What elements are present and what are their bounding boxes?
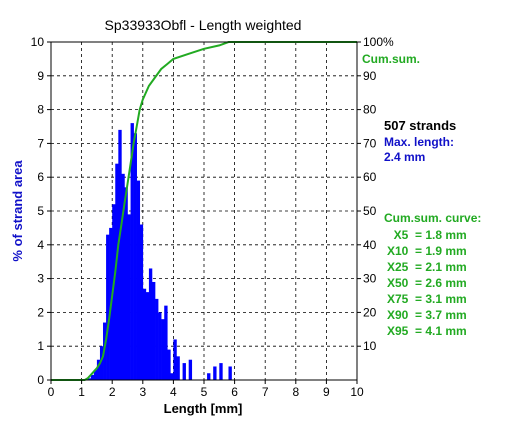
y-tick-label: 5 bbox=[37, 204, 44, 218]
histogram-bar bbox=[145, 292, 150, 380]
histogram-bar bbox=[228, 366, 232, 380]
histogram-bar bbox=[96, 359, 101, 380]
histogram-bar bbox=[118, 129, 122, 380]
y2-tick-label: 80 bbox=[363, 103, 377, 117]
histogram-bar bbox=[130, 123, 134, 381]
x-tick-label: 5 bbox=[201, 385, 208, 399]
histogram-bar bbox=[121, 173, 125, 380]
histogram-bar bbox=[87, 378, 92, 380]
y-tick-label: 10 bbox=[31, 35, 45, 49]
histogram-bar bbox=[207, 373, 211, 380]
curve-stat-x75: X75 = 3.1 mm bbox=[387, 292, 467, 306]
y-tick-label: 9 bbox=[37, 69, 44, 83]
y-tick-label: 6 bbox=[37, 170, 44, 184]
chart-title: Sp33933Obfl - Length weighted bbox=[105, 17, 302, 33]
y2-tick-label: 100% bbox=[363, 35, 394, 49]
x-tick-label: 3 bbox=[139, 385, 146, 399]
y-tick-label: 1 bbox=[37, 339, 44, 353]
x-axis-label: Length [mm] bbox=[164, 401, 243, 416]
histogram-bar bbox=[161, 319, 165, 380]
strand-count: 507 strands bbox=[384, 118, 457, 133]
x-tick-label: 0 bbox=[48, 385, 55, 399]
x-tick-label: 7 bbox=[262, 385, 269, 399]
y2-tick-label: 50 bbox=[363, 204, 377, 218]
x-axis-ticks: 0 1 2 3 4 5 6 7 8 9 10 bbox=[48, 380, 364, 399]
histogram-bar bbox=[93, 369, 98, 380]
y-tick-label: 2 bbox=[37, 305, 44, 319]
x-tick-label: 1 bbox=[78, 385, 85, 399]
x-tick-label: 9 bbox=[323, 385, 330, 399]
curve-stat-x90: X90 = 3.7 mm bbox=[387, 308, 467, 322]
y-tick-label: 4 bbox=[37, 238, 44, 252]
histogram-bar bbox=[133, 133, 137, 380]
histogram-bar bbox=[127, 214, 131, 380]
histogram-bar bbox=[112, 204, 116, 380]
curve-stat-x95: X95 = 4.1 mm bbox=[387, 324, 467, 338]
histogram-bar bbox=[170, 373, 174, 380]
histogram-bar bbox=[173, 339, 177, 380]
histogram-bar bbox=[148, 268, 153, 380]
x-tick-label: 10 bbox=[350, 385, 364, 399]
max-length-value: 2.4 mm bbox=[384, 150, 426, 164]
histogram-bar bbox=[155, 298, 159, 380]
x-tick-label: 6 bbox=[231, 385, 238, 399]
histogram-bar bbox=[164, 305, 168, 380]
histogram-bar bbox=[151, 281, 156, 380]
curve-stats-header: Cum.sum. curve: bbox=[384, 211, 482, 225]
y-axis-label: % of strand area bbox=[10, 160, 25, 262]
y-tick-label: 7 bbox=[37, 136, 44, 150]
histogram-bar bbox=[219, 363, 223, 380]
curve-stat-x5: X5 = 1.8 mm bbox=[387, 228, 467, 242]
histogram-bar bbox=[213, 366, 217, 380]
y2-axis-ticks: 10 20 30 40 50 60 70 80 90 100% bbox=[357, 35, 394, 353]
y2-tick-label: 10 bbox=[363, 339, 377, 353]
y-tick-label: 0 bbox=[37, 373, 44, 387]
histogram-bar bbox=[124, 187, 128, 380]
curve-stat-x25: X25 = 2.1 mm bbox=[387, 260, 467, 274]
x-tick-label: 2 bbox=[109, 385, 116, 399]
histogram-bar bbox=[90, 374, 95, 380]
max-length-label: Max. length: bbox=[384, 135, 455, 149]
y-tick-label: 3 bbox=[37, 272, 44, 286]
y2-tick-label: 60 bbox=[363, 170, 377, 184]
legend-cumsum-label: Cum.sum. bbox=[362, 52, 420, 66]
histogram-bar bbox=[167, 349, 171, 380]
y2-tick-label: 40 bbox=[363, 238, 377, 252]
histogram-bar bbox=[139, 224, 144, 380]
histogram-bar bbox=[99, 346, 104, 380]
y2-tick-label: 70 bbox=[363, 136, 377, 150]
y2-tick-label: 90 bbox=[363, 69, 377, 83]
histogram-bar bbox=[188, 359, 193, 380]
histogram-bar bbox=[115, 163, 119, 380]
histogram-bar bbox=[136, 180, 141, 380]
histogram-bar bbox=[142, 288, 147, 380]
histogram-bar bbox=[176, 356, 180, 380]
curve-stats-list: X5 = 1.8 mm X10 = 1.9 mm X25 = 2.1 mm X5… bbox=[387, 227, 467, 339]
curve-stat-x10: X10 = 1.9 mm bbox=[387, 244, 467, 258]
y2-tick-label: 20 bbox=[363, 305, 377, 319]
y-axis-ticks: 0 1 2 3 4 5 6 7 8 9 10 bbox=[31, 35, 51, 387]
cumulative-sum-curve bbox=[51, 41, 357, 381]
grid-lines bbox=[51, 42, 357, 380]
x-tick-label: 8 bbox=[292, 385, 299, 399]
curve-stat-x50: X50 = 2.6 mm bbox=[387, 276, 467, 290]
y2-tick-label: 30 bbox=[363, 272, 377, 286]
histogram-bar bbox=[182, 363, 186, 380]
histogram-bars bbox=[87, 123, 232, 381]
histogram-bar bbox=[106, 234, 110, 380]
x-tick-label: 4 bbox=[170, 385, 177, 399]
histogram-bar bbox=[158, 312, 162, 380]
y-tick-label: 8 bbox=[37, 103, 44, 117]
